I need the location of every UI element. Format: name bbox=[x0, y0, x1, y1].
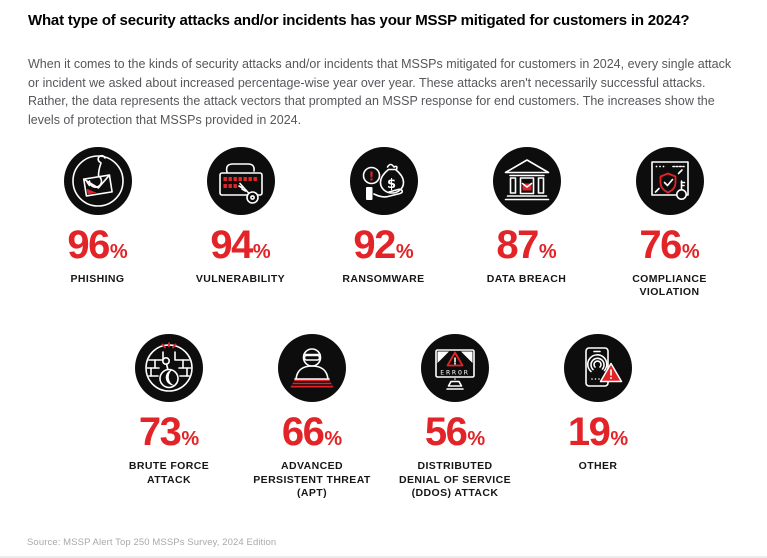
stats-grid: 96% PHISHING bbox=[0, 146, 767, 501]
stat-icon-disc: $ ! bbox=[349, 146, 418, 215]
ransomware-icon: $ ! bbox=[362, 163, 404, 200]
stat-unit: % bbox=[324, 428, 343, 451]
stat-brute-force: 73% BRUTE FORCE ATTACK bbox=[98, 334, 241, 501]
intro-paragraph: When it comes to the kinds of security a… bbox=[28, 56, 732, 127]
stat-icon-disc: ERROR bbox=[421, 334, 489, 403]
stat-label: PHISHING bbox=[70, 272, 125, 285]
stat-vulnerability: 94% VULNERABILITY bbox=[169, 146, 312, 300]
stat-ransomware: $ ! 92% RANSOMWARE bbox=[312, 146, 455, 300]
stat-value: 96% bbox=[67, 222, 128, 267]
stat-unit: % bbox=[610, 428, 629, 451]
stat-value: 92% bbox=[353, 222, 414, 267]
svg-text:ERROR: ERROR bbox=[440, 369, 470, 377]
stat-apt: 66% ADVANCED PERSISTENT THREAT (APT) bbox=[241, 334, 384, 501]
stat-value: 94% bbox=[210, 222, 271, 267]
brute-force-icon bbox=[145, 342, 193, 392]
data-breach-icon bbox=[504, 158, 549, 201]
stat-data-breach: 87% DATA BREACH bbox=[455, 146, 598, 300]
other-warning-icon bbox=[585, 347, 623, 387]
stat-label: OTHER bbox=[578, 460, 618, 473]
stat-icon-disc bbox=[206, 146, 275, 215]
stat-unit: % bbox=[681, 240, 700, 263]
stat-label: COMPLIANCE VIOLATION bbox=[632, 272, 707, 299]
stat-value: 66% bbox=[281, 410, 343, 455]
stat-unit: % bbox=[252, 240, 271, 263]
stat-icon-disc bbox=[278, 334, 346, 403]
source-note: Source: MSSP Alert Top 250 MSSPs Survey,… bbox=[27, 537, 277, 548]
svg-text:!: ! bbox=[368, 169, 373, 183]
stat-value: 19% bbox=[567, 410, 629, 455]
vulnerability-icon bbox=[218, 162, 263, 204]
stat-compliance-violation: 76% COMPLIANCE VIOLATION bbox=[598, 146, 741, 300]
stat-icon-disc bbox=[492, 146, 561, 215]
stat-unit: % bbox=[109, 240, 128, 263]
stat-value: 73% bbox=[138, 410, 200, 455]
stats-row-2: 73% BRUTE FORCE ATTACK 66% ADVANCED PERS… bbox=[0, 334, 767, 501]
stat-ddos: ERROR 56% DISTRIBUTED DENIAL OF SERVICE … bbox=[384, 334, 527, 501]
ddos-error-icon: ERROR bbox=[435, 349, 475, 390]
stat-icon-disc bbox=[135, 334, 203, 403]
page-title: What type of security attacks and/or inc… bbox=[28, 12, 690, 29]
apt-hacker-icon bbox=[290, 348, 334, 388]
phishing-icon bbox=[71, 154, 124, 207]
stat-unit: % bbox=[395, 240, 414, 263]
stat-unit: % bbox=[538, 240, 557, 263]
stat-value: 87% bbox=[496, 222, 557, 267]
stat-other: 19% OTHER bbox=[527, 334, 670, 501]
header: What type of security attacks and/or inc… bbox=[0, 0, 767, 130]
stat-unit: % bbox=[181, 428, 200, 451]
stat-label: DATA BREACH bbox=[486, 272, 567, 285]
stat-unit: % bbox=[467, 428, 486, 451]
stat-value: 56% bbox=[424, 410, 486, 455]
stat-label: BRUTE FORCE ATTACK bbox=[128, 460, 210, 486]
stat-label: RANSOMWARE bbox=[342, 272, 425, 285]
stat-label: DISTRIBUTED DENIAL OF SERVICE (DDOS) ATT… bbox=[398, 460, 511, 500]
stat-label: VULNERABILITY bbox=[195, 272, 286, 285]
stat-phishing: 96% PHISHING bbox=[26, 146, 169, 300]
bottom-divider bbox=[0, 556, 767, 558]
stat-value: 76% bbox=[639, 222, 700, 267]
stat-icon-disc bbox=[564, 334, 632, 403]
stats-row-1: 96% PHISHING bbox=[0, 146, 767, 300]
stat-label: ADVANCED PERSISTENT THREAT (APT) bbox=[253, 460, 371, 500]
stat-icon-disc bbox=[63, 146, 132, 215]
svg-text:$: $ bbox=[386, 177, 395, 192]
stat-icon-disc bbox=[635, 146, 704, 215]
compliance-violation-icon bbox=[650, 160, 689, 200]
